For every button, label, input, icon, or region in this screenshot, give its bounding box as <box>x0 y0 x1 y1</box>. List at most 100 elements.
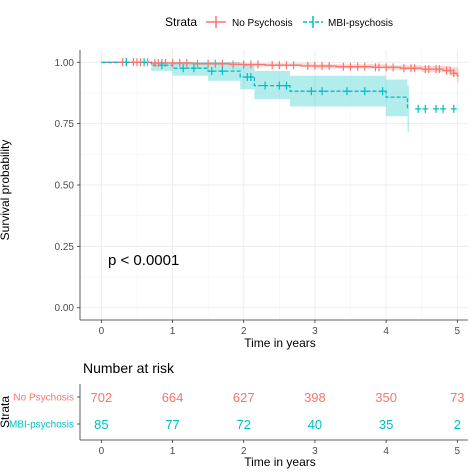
censor-mark-mbi-psychosis <box>141 58 148 67</box>
risk-x-tick-label: 2 <box>241 446 247 457</box>
risk-cells: 702 664 627 398 350 73 85 77 72 40 35 2 <box>91 390 465 432</box>
risk-x-tick-label: 4 <box>383 446 389 457</box>
x-tick-label: 5 <box>455 326 461 337</box>
risk-x-tick-label: 0 <box>99 446 105 457</box>
y-tick-label: 0.50 <box>55 181 75 192</box>
censor-mark-no-psychosis <box>376 63 382 72</box>
censor-mark-mbi-psychosis <box>283 81 290 90</box>
censor-mark-mbi-psychosis <box>190 64 197 73</box>
censor-mark-mbi-psychosis <box>415 104 422 113</box>
censor-mark-no-psychosis <box>240 60 247 69</box>
censor-mark-no-psychosis <box>326 62 333 70</box>
censor-mark-mbi-psychosis <box>158 61 165 70</box>
censor-mark-no-psychosis <box>400 64 407 73</box>
risk-x-axis-title: Time in years <box>244 455 316 469</box>
censor-mark-no-psychosis <box>247 60 254 69</box>
censor-mark-no-psychosis <box>255 60 261 69</box>
censor-mark-no-psychosis <box>340 62 347 71</box>
y-tick-label: 0.00 <box>55 303 75 314</box>
censor-marks <box>119 58 457 113</box>
risk-table-axes <box>79 384 468 441</box>
censor-mark-no-psychosis <box>411 64 418 73</box>
y-tick-label: 0.75 <box>55 119 75 130</box>
ci-band-no-psychosis <box>101 62 459 84</box>
legend-title: Strata <box>165 15 197 29</box>
risk-cell: 350 <box>375 390 397 405</box>
risk-table: Number at risk No Psychosis MBI-psychosis… <box>0 360 468 469</box>
censor-mark-no-psychosis <box>311 62 318 70</box>
grid-major <box>80 50 468 320</box>
risk-cell: 627 <box>233 390 255 405</box>
censor-mark-no-psychosis <box>194 59 201 68</box>
censor-mark-mbi-psychosis <box>361 87 368 96</box>
censor-mark-mbi-psychosis <box>440 104 447 113</box>
p-value-annotation: p < 0.0001 <box>108 252 179 269</box>
main-plot: 0.00 0.25 0.50 0.75 1.00 0 1 2 3 4 5 p < 0.0001 T… <box>0 50 468 350</box>
y-axis-title: Survival probability <box>0 140 12 241</box>
censor-mark-no-psychosis <box>361 62 368 71</box>
censor-mark-no-psychosis <box>347 62 354 71</box>
risk-x-tick-label: 3 <box>312 446 318 457</box>
censor-mark-no-psychosis <box>269 61 276 70</box>
risk-table-title: Number at risk <box>83 360 175 376</box>
censor-mark-no-psychosis <box>183 59 190 67</box>
x-tick-label: 4 <box>383 326 389 337</box>
censor-mark-mbi-psychosis <box>208 67 215 76</box>
x-tick-label: 2 <box>241 326 247 337</box>
censor-mark-mbi-psychosis <box>247 73 254 81</box>
censor-mark-no-psychosis <box>176 59 183 67</box>
censor-mark-no-psychosis <box>383 63 390 72</box>
censor-mark-mbi-psychosis <box>344 87 350 96</box>
censor-mark-mbi-psychosis <box>276 81 283 90</box>
y-tick-label: 0.25 <box>55 242 75 253</box>
legend-key-no-psychosis <box>206 16 226 28</box>
censor-mark-no-psychosis <box>436 65 443 74</box>
risk-row-labels: No Psychosis MBI-psychosis <box>9 393 80 431</box>
risk-x-tick-label: 1 <box>170 446 176 457</box>
risk-cell: 35 <box>379 417 393 432</box>
censor-mark-mbi-psychosis <box>262 81 269 90</box>
censor-mark-no-psychosis <box>425 65 432 74</box>
censor-mark-no-psychosis <box>319 62 326 70</box>
risk-cell: 40 <box>308 417 322 432</box>
censor-mark-no-psychosis <box>390 63 397 72</box>
censor-mark-no-psychosis <box>276 61 283 70</box>
risk-cell: 73 <box>450 390 464 405</box>
censor-mark-no-psychosis <box>205 59 212 68</box>
censor-mark-no-psychosis <box>290 61 297 70</box>
censor-mark-mbi-psychosis <box>123 58 130 67</box>
risk-cell: 702 <box>91 390 113 405</box>
censor-mark-mbi-psychosis <box>450 104 457 113</box>
risk-x-tick-labels: 0 1 2 3 4 5 <box>99 440 461 457</box>
censor-mark-no-psychosis <box>212 59 219 68</box>
censor-mark-mbi-psychosis <box>308 87 315 96</box>
legend-key-mbi-psychosis <box>303 16 323 28</box>
risk-cell: 85 <box>94 417 108 432</box>
risk-cell: 77 <box>165 417 179 432</box>
censor-mark-no-psychosis <box>162 59 169 67</box>
censor-mark-no-psychosis <box>169 59 176 67</box>
censor-mark-mbi-psychosis <box>180 64 187 73</box>
risk-y-axis-title: Strata <box>0 396 12 428</box>
x-axis-title: Time in years <box>244 336 316 350</box>
censor-mark-no-psychosis <box>219 59 226 68</box>
risk-row-label: No Psychosis <box>13 393 74 404</box>
censor-mark-mbi-psychosis <box>219 67 226 76</box>
censor-mark-mbi-psychosis <box>319 87 326 96</box>
censor-mark-no-psychosis <box>230 60 237 69</box>
risk-cell: 72 <box>237 417 251 432</box>
censor-mark-no-psychosis <box>304 62 311 70</box>
y-tick-label: 1.00 <box>55 58 75 69</box>
risk-cell: 664 <box>162 390 184 405</box>
legend: Strata No Psychosis MBI-psychosis <box>165 15 393 29</box>
x-tick-label: 0 <box>99 326 105 337</box>
risk-cell: 2 <box>454 417 461 432</box>
x-tick-labels: 0 1 2 3 4 5 <box>99 320 461 337</box>
censor-mark-mbi-psychosis <box>422 104 429 113</box>
confidence-bands <box>101 62 459 133</box>
legend-label-mbi-psychosis: MBI-psychosis <box>328 18 393 29</box>
censor-mark-mbi-psychosis <box>433 104 439 113</box>
risk-row-label: MBI-psychosis <box>9 420 74 431</box>
y-tick-labels: 0.00 0.25 0.50 0.75 1.00 <box>55 58 80 314</box>
